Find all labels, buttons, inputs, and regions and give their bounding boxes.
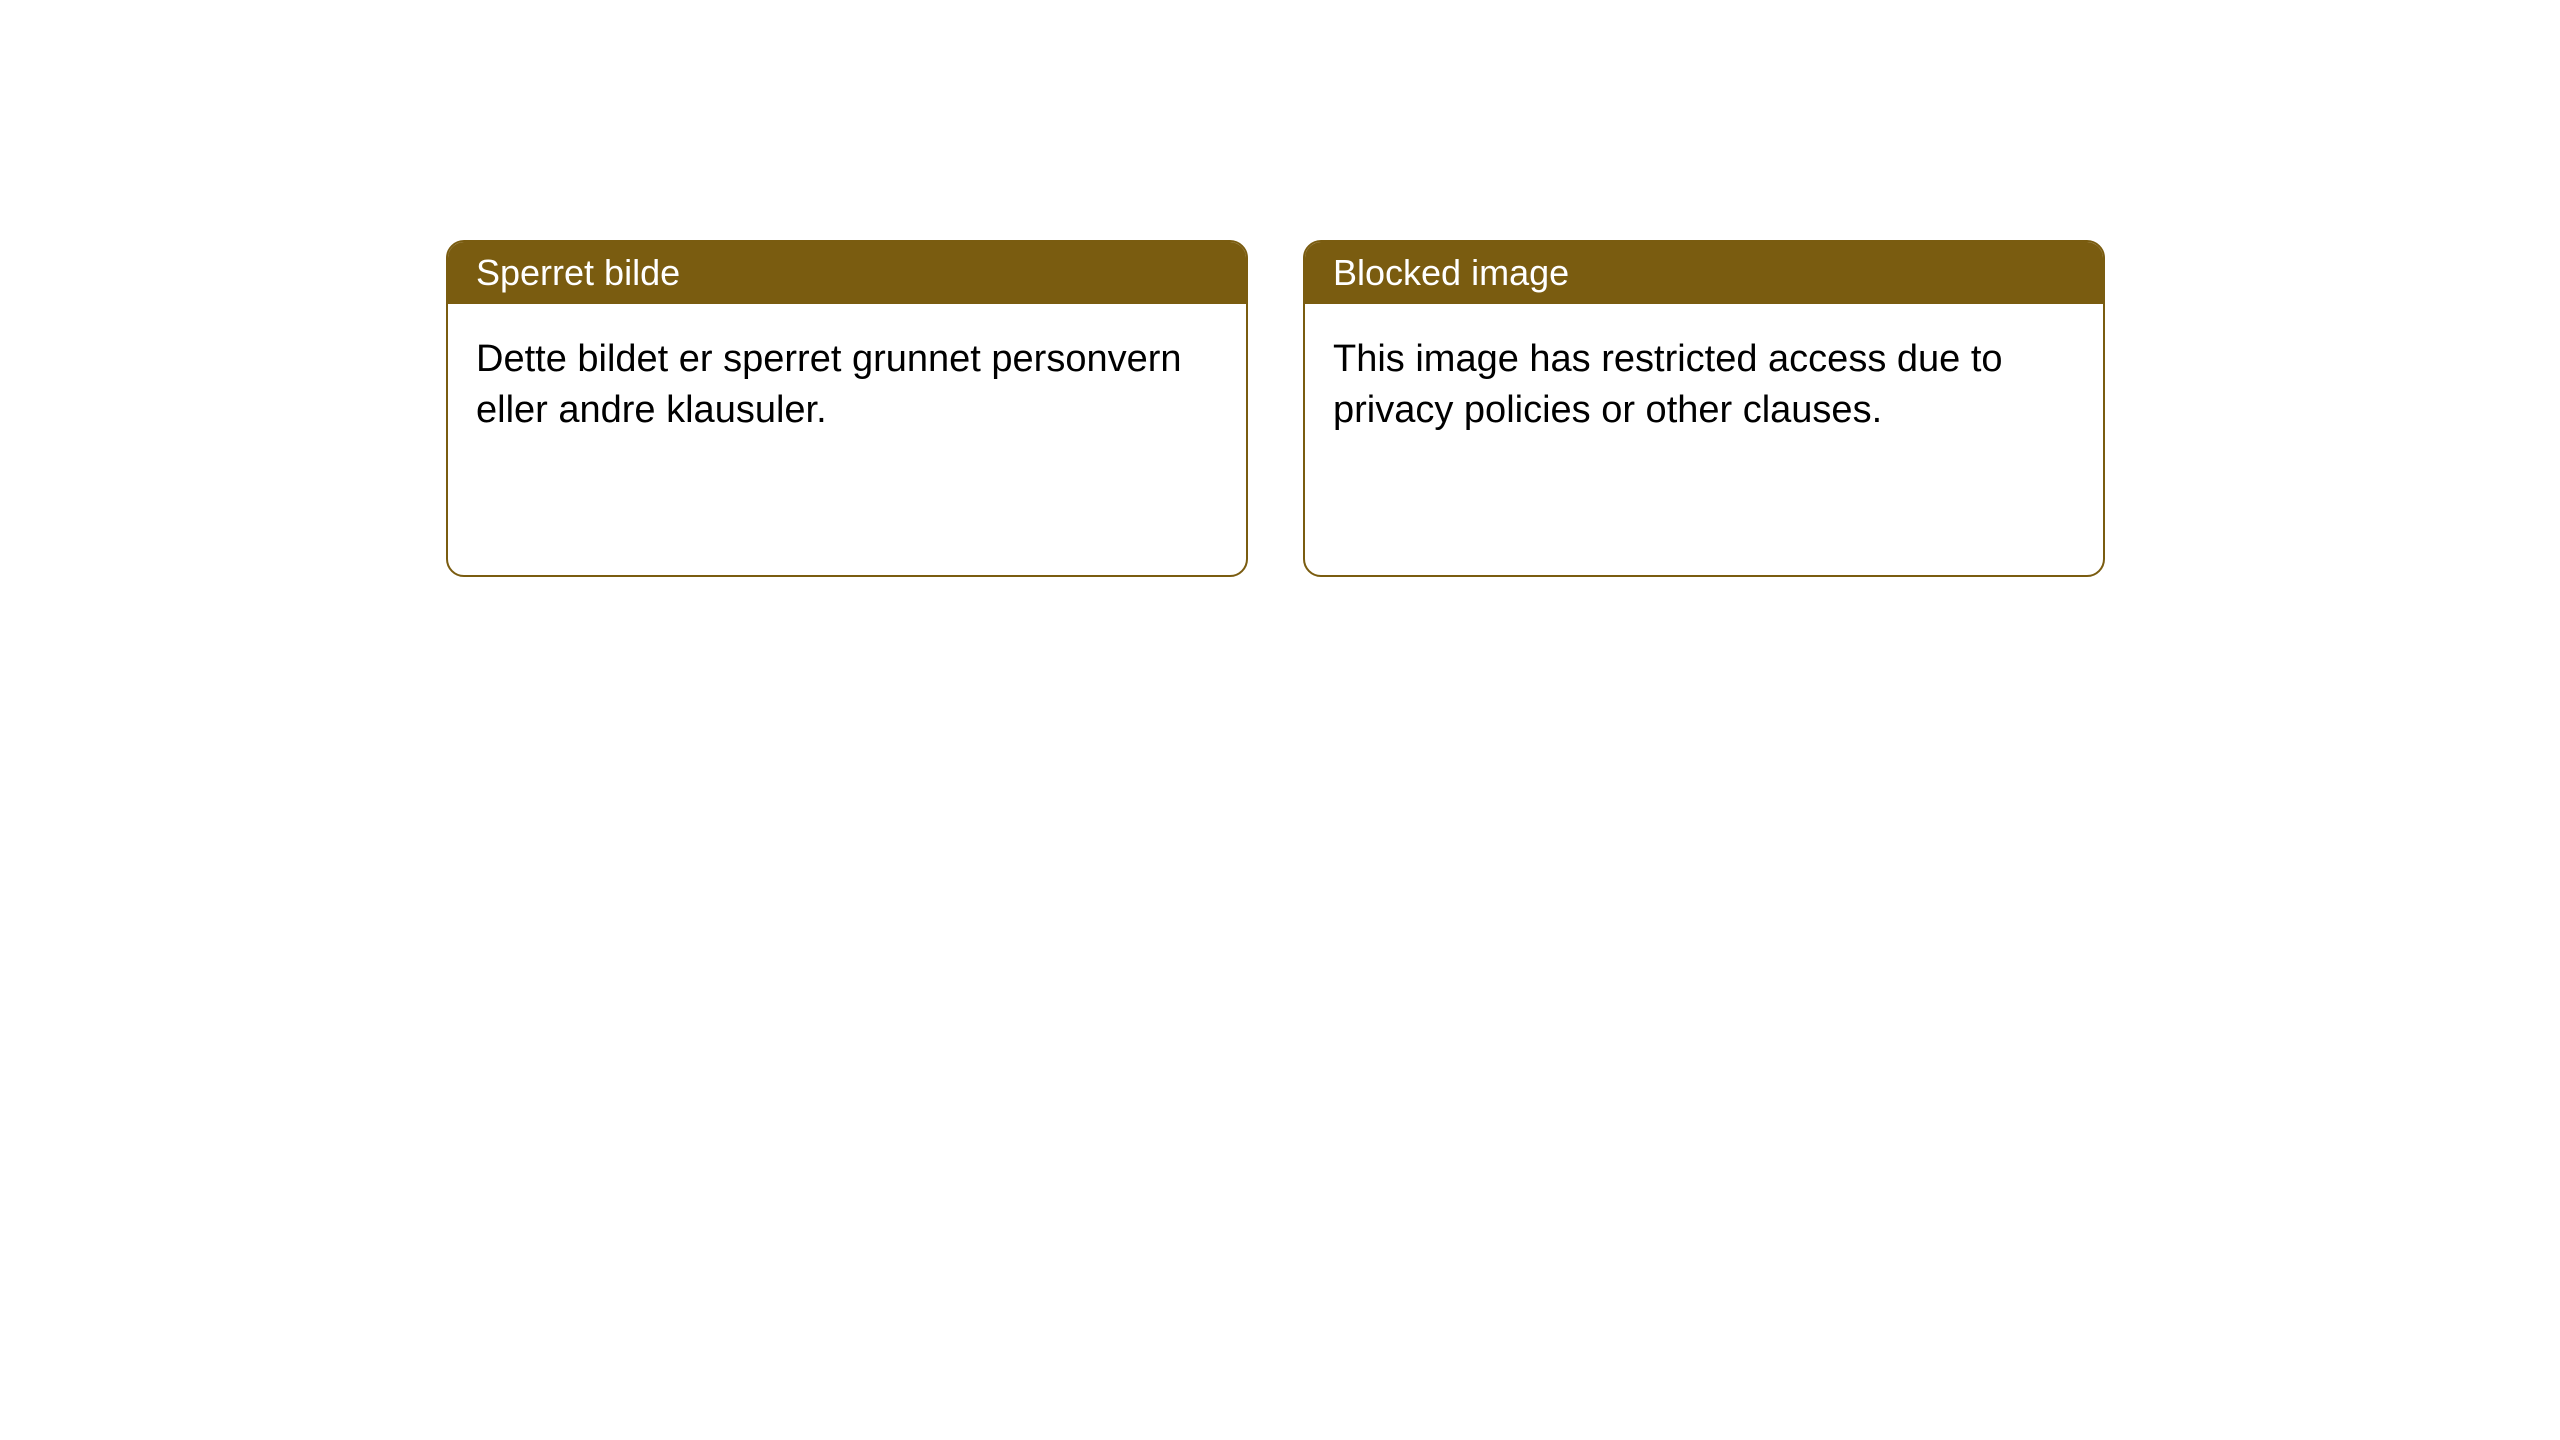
notice-container: Sperret bilde Dette bildet er sperret gr… (446, 240, 2105, 577)
notice-card-norwegian: Sperret bilde Dette bildet er sperret gr… (446, 240, 1248, 577)
card-body: This image has restricted access due to … (1305, 304, 2103, 467)
card-message: Dette bildet er sperret grunnet personve… (476, 338, 1182, 431)
card-title: Sperret bilde (476, 252, 680, 294)
card-message: This image has restricted access due to … (1333, 338, 2003, 431)
card-header: Blocked image (1305, 242, 2103, 304)
notice-card-english: Blocked image This image has restricted … (1303, 240, 2105, 577)
card-title: Blocked image (1333, 252, 1569, 294)
card-header: Sperret bilde (448, 242, 1246, 304)
card-body: Dette bildet er sperret grunnet personve… (448, 304, 1246, 467)
